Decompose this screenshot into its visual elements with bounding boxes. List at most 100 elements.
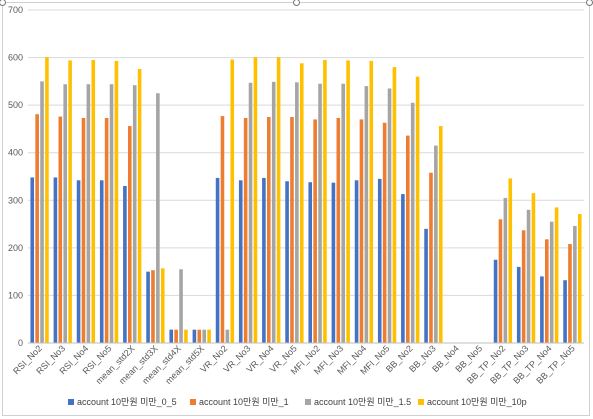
bar-BB_TP_No5-s1[interactable] [568,244,572,343]
bar-RSI_No5-s3[interactable] [114,60,119,343]
bar-VR_No4-s2[interactable] [271,81,276,343]
bar-mean_std3X-s1[interactable] [151,270,155,343]
bar-RSI_No4-s1[interactable] [81,117,86,343]
legend-label: account 10만원 미만_1 [199,397,289,407]
bar-BB_TP_No3-s3[interactable] [531,193,536,343]
legend-item[interactable]: account 10만원 미만_1.5 [305,397,411,407]
bar-VR_No3-s1[interactable] [243,117,248,343]
bar-RSI_No4-s0[interactable] [76,180,81,343]
bar-MFI_No3-s2[interactable] [341,83,345,343]
bar-RSI_No5-s0[interactable] [99,180,104,343]
bar-VR_No5-s2[interactable] [295,82,299,344]
bar-BB_TP_No3-s0[interactable] [516,266,521,343]
bar-VR_No4-s1[interactable] [267,117,271,344]
resize-handle-top-left[interactable] [0,0,6,6]
bar-mean_std2X-s2[interactable] [132,85,137,344]
bar-mean_std3X-s0[interactable] [146,271,150,343]
bar-MFI_No4-s3[interactable] [369,60,374,343]
bar-VR_No4-s0[interactable] [262,177,266,343]
bar-BB_TP_No5-s0[interactable] [563,280,567,343]
bar-RSI_No3-s2[interactable] [63,84,67,343]
bar-MFI_No5-s0[interactable] [377,178,382,343]
bar-BB_No2-s2[interactable] [410,102,415,343]
bar-mean_std4X-s1[interactable] [174,329,178,343]
y-tick-label: 500 [8,100,23,110]
bar-mean_std4X-s2[interactable] [179,269,183,343]
bar-BB_No3-s2[interactable] [434,145,438,343]
bar-RSI_No5-s1[interactable] [104,117,109,343]
bar-MFI_No4-s0[interactable] [354,180,359,343]
bar-RSI_No2-s0[interactable] [30,177,35,343]
resize-handle-top-center[interactable] [293,0,300,6]
bar-VR_No3-s0[interactable] [238,180,243,343]
bar-mean_std2X-s0[interactable] [123,186,127,343]
bar-MFI_No3-s3[interactable] [346,60,350,343]
bar-VR_No3-s3[interactable] [253,57,258,344]
bar-VR_No2-s1[interactable] [220,116,225,343]
bar-MFI_No3-s1[interactable] [336,117,341,343]
bar-RSI_No3-s1[interactable] [58,116,63,343]
bar-BB_TP_No5-s2[interactable] [573,225,577,343]
bar-BB_No3-s3[interactable] [438,126,443,344]
bar-BB_TP_No5-s3[interactable] [577,214,582,343]
bar-MFI_No5-s2[interactable] [387,88,392,343]
bar-mean_std2X-s3[interactable] [137,68,142,343]
bar-RSI_No3-s3[interactable] [68,60,72,343]
bar-mean_std5X-s0[interactable] [192,329,197,343]
bar-BB_No2-s1[interactable] [406,135,410,343]
bar-RSI_No3-s0[interactable] [53,177,58,343]
bar-BB_TP_No2-s3[interactable] [508,178,513,343]
bar-RSI_No2-s3[interactable] [45,57,49,344]
bar-BB_No2-s0[interactable] [401,194,405,343]
bar-MFI_No3-s0[interactable] [331,182,336,343]
bar-RSI_No2-s2[interactable] [40,81,44,343]
bar-BB_TP_No3-s1[interactable] [521,230,526,343]
bar-mean_std3X-s2[interactable] [156,93,160,343]
legend-item[interactable]: account 10만원 미만_1 [190,397,289,407]
bar-BB_TP_No2-s0[interactable] [493,259,498,343]
bar-mean_std5X-s1[interactable] [197,329,202,343]
bar-VR_No3-s2[interactable] [248,82,253,343]
bar-VR_No2-s2[interactable] [225,329,230,343]
legend-item[interactable]: account 10만원 미만_0_5 [68,397,177,407]
bar-MFI_No2-s3[interactable] [323,59,327,343]
bar-MFI_No2-s2[interactable] [318,83,322,343]
bar-VR_No5-s0[interactable] [285,181,289,343]
bar-mean_std3X-s3[interactable] [160,268,165,343]
bar-mean_std5X-s3[interactable] [207,329,211,343]
bar-BB_No3-s0[interactable] [424,228,428,343]
bar-MFI_No4-s1[interactable] [359,119,364,344]
bar-mean_std4X-s0[interactable] [169,329,174,343]
bar-VR_No5-s3[interactable] [299,63,304,343]
bar-mean_std5X-s2[interactable] [202,329,206,343]
bar-BB_TP_No4-s3[interactable] [554,207,559,343]
bar-BB_TP_No2-s2[interactable] [503,197,508,343]
bar-MFI_No2-s1[interactable] [313,119,317,344]
bar-VR_No5-s1[interactable] [290,117,294,344]
bar-mean_std2X-s1[interactable] [128,126,132,344]
bar-RSI_No4-s2[interactable] [86,84,91,343]
y-tick-label: 600 [8,53,23,63]
bar-RSI_No4-s3[interactable] [91,59,96,343]
bar-mean_std4X-s3[interactable] [184,329,188,343]
bar-BB_TP_No4-s2[interactable] [549,221,554,343]
bar-MFI_No5-s3[interactable] [392,67,397,343]
bar-BB_TP_No4-s0[interactable] [540,276,544,343]
bar-VR_No4-s3[interactable] [276,57,281,344]
bar-MFI_No4-s2[interactable] [364,86,369,343]
bar-RSI_No5-s2[interactable] [109,84,114,343]
bar-BB_No2-s3[interactable] [415,76,420,343]
y-tick-label: 700 [8,5,23,15]
bar-VR_No2-s0[interactable] [215,177,220,343]
bar-BB_TP_No3-s2[interactable] [526,209,531,343]
bar-VR_No2-s3[interactable] [230,59,235,344]
legend-item[interactable]: account 10만원 미만_10p [418,397,527,407]
bar-MFI_No2-s0[interactable] [308,182,313,343]
bar-BB_TP_No4-s1[interactable] [545,239,549,343]
legend[interactable]: account 10만원 미만_0_5 account 10만원 미만_1 acco… [68,397,527,407]
bar-RSI_No2-s1[interactable] [35,114,39,343]
bar-MFI_No5-s1[interactable] [382,122,387,343]
bar-BB_TP_No2-s1[interactable] [498,219,503,343]
bar-BB_No3-s1[interactable] [429,172,433,343]
